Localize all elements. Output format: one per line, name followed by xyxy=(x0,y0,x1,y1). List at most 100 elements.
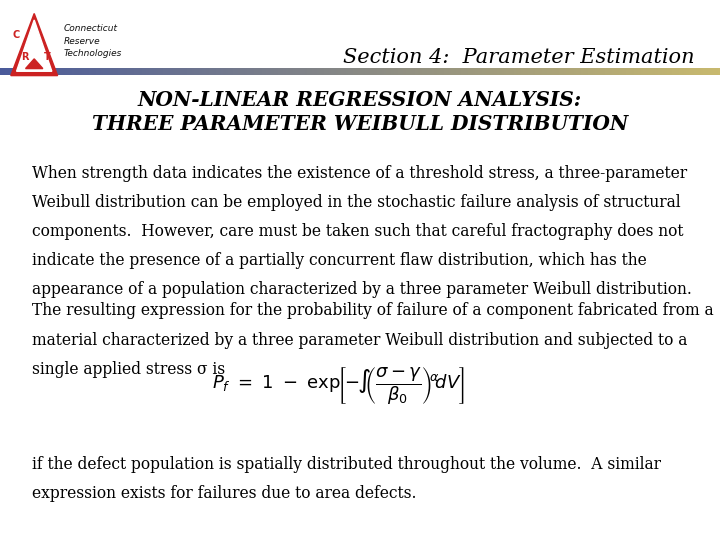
Bar xyxy=(110,68,114,75)
Text: appearance of a population characterized by a three parameter Weibull distributi: appearance of a population characterized… xyxy=(32,281,692,298)
Bar xyxy=(254,68,258,75)
Bar xyxy=(621,68,625,75)
Bar xyxy=(562,68,564,75)
Bar xyxy=(326,68,330,75)
Bar xyxy=(398,68,402,75)
Bar xyxy=(151,68,154,75)
Bar xyxy=(117,68,121,75)
Bar xyxy=(684,68,687,75)
Bar xyxy=(581,68,584,75)
Bar xyxy=(547,68,550,75)
Bar xyxy=(456,68,459,75)
Bar xyxy=(540,68,543,75)
Bar xyxy=(24,68,27,75)
Bar xyxy=(161,68,164,75)
Bar xyxy=(634,68,636,75)
Bar xyxy=(360,68,363,75)
Bar xyxy=(382,68,384,75)
Bar xyxy=(365,68,368,75)
Bar xyxy=(696,68,699,75)
Bar xyxy=(408,68,411,75)
Bar xyxy=(482,68,485,75)
Bar xyxy=(660,68,663,75)
Bar xyxy=(106,68,109,75)
Bar xyxy=(413,68,416,75)
Bar xyxy=(65,68,68,75)
Bar xyxy=(353,68,356,75)
Bar xyxy=(588,68,591,75)
Text: single applied stress σ is: single applied stress σ is xyxy=(32,361,225,377)
Bar xyxy=(264,68,267,75)
Bar xyxy=(454,68,456,75)
Bar xyxy=(639,68,642,75)
Bar xyxy=(672,68,675,75)
Bar xyxy=(230,68,233,75)
Text: NON-LINEAR REGRESSION ANALYSIS:: NON-LINEAR REGRESSION ANALYSIS: xyxy=(138,90,582,110)
Bar xyxy=(631,68,634,75)
Bar xyxy=(250,68,253,75)
Bar xyxy=(144,68,147,75)
Bar xyxy=(286,68,289,75)
Bar xyxy=(142,68,145,75)
Bar xyxy=(430,68,433,75)
Bar xyxy=(511,68,514,75)
Bar xyxy=(178,68,181,75)
Bar xyxy=(391,68,395,75)
Bar xyxy=(403,68,406,75)
Bar xyxy=(528,68,531,75)
Bar xyxy=(182,68,186,75)
Bar xyxy=(590,68,593,75)
Bar xyxy=(108,68,111,75)
Bar xyxy=(22,68,24,75)
Bar xyxy=(701,68,704,75)
Bar xyxy=(269,68,272,75)
Bar xyxy=(434,68,438,75)
Bar xyxy=(593,68,596,75)
Bar xyxy=(614,68,618,75)
Bar xyxy=(463,68,467,75)
Bar xyxy=(34,68,37,75)
Bar xyxy=(636,68,639,75)
Bar xyxy=(689,68,692,75)
Bar xyxy=(595,68,598,75)
Bar xyxy=(336,68,339,75)
Bar xyxy=(290,68,294,75)
Bar xyxy=(423,68,426,75)
Bar xyxy=(698,68,701,75)
Bar xyxy=(576,68,579,75)
Bar xyxy=(545,68,548,75)
Bar xyxy=(420,68,423,75)
Bar xyxy=(487,68,490,75)
Bar xyxy=(377,68,380,75)
Bar xyxy=(7,68,10,75)
Bar xyxy=(437,68,440,75)
Bar xyxy=(0,68,3,75)
Bar xyxy=(77,68,80,75)
Bar xyxy=(677,68,680,75)
Bar xyxy=(171,68,174,75)
Bar xyxy=(459,68,462,75)
Bar xyxy=(271,68,274,75)
Bar xyxy=(549,68,553,75)
Bar xyxy=(446,68,449,75)
Bar xyxy=(571,68,575,75)
Bar xyxy=(238,68,240,75)
Bar xyxy=(243,68,246,75)
Bar xyxy=(72,68,75,75)
Bar xyxy=(137,68,140,75)
Bar xyxy=(235,68,238,75)
Bar xyxy=(533,68,536,75)
Bar xyxy=(192,68,195,75)
Bar xyxy=(202,68,204,75)
Text: material characterized by a three parameter Weibull distribution and subjected t: material characterized by a three parame… xyxy=(32,332,688,348)
Bar xyxy=(444,68,447,75)
Bar xyxy=(432,68,435,75)
Bar xyxy=(94,68,96,75)
Bar xyxy=(319,68,323,75)
Bar xyxy=(559,68,562,75)
Bar xyxy=(207,68,210,75)
Bar xyxy=(324,68,327,75)
Bar xyxy=(552,68,555,75)
Bar xyxy=(502,68,505,75)
Bar xyxy=(113,68,116,75)
